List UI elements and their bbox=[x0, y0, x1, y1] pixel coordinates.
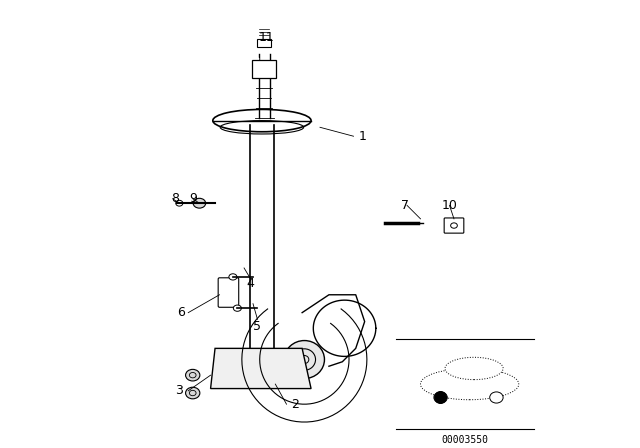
Ellipse shape bbox=[229, 274, 237, 280]
Ellipse shape bbox=[246, 371, 256, 379]
Text: 11: 11 bbox=[259, 31, 275, 44]
Text: 8: 8 bbox=[171, 192, 179, 205]
Bar bbox=[252, 60, 276, 78]
Ellipse shape bbox=[193, 198, 205, 208]
Text: 2: 2 bbox=[291, 398, 300, 411]
Text: 00003550: 00003550 bbox=[442, 435, 489, 445]
Ellipse shape bbox=[234, 305, 241, 311]
Text: 5: 5 bbox=[253, 319, 262, 332]
Ellipse shape bbox=[213, 109, 311, 132]
Ellipse shape bbox=[279, 369, 289, 377]
Ellipse shape bbox=[434, 392, 447, 403]
FancyBboxPatch shape bbox=[444, 218, 464, 233]
Ellipse shape bbox=[186, 387, 200, 399]
FancyBboxPatch shape bbox=[218, 278, 239, 307]
Polygon shape bbox=[211, 349, 311, 388]
Ellipse shape bbox=[420, 368, 519, 400]
Text: 3: 3 bbox=[175, 384, 183, 397]
Text: 4: 4 bbox=[247, 277, 255, 290]
Text: 7: 7 bbox=[401, 199, 409, 212]
Ellipse shape bbox=[223, 369, 234, 377]
Bar bbox=[257, 39, 271, 47]
Text: 9: 9 bbox=[189, 192, 196, 205]
Ellipse shape bbox=[186, 369, 200, 381]
Text: 10: 10 bbox=[442, 199, 458, 212]
Ellipse shape bbox=[445, 358, 503, 379]
Ellipse shape bbox=[284, 340, 324, 379]
Text: 6: 6 bbox=[178, 306, 186, 319]
Ellipse shape bbox=[490, 392, 503, 403]
Polygon shape bbox=[252, 58, 259, 76]
Text: 1: 1 bbox=[358, 130, 366, 143]
Circle shape bbox=[435, 392, 446, 403]
